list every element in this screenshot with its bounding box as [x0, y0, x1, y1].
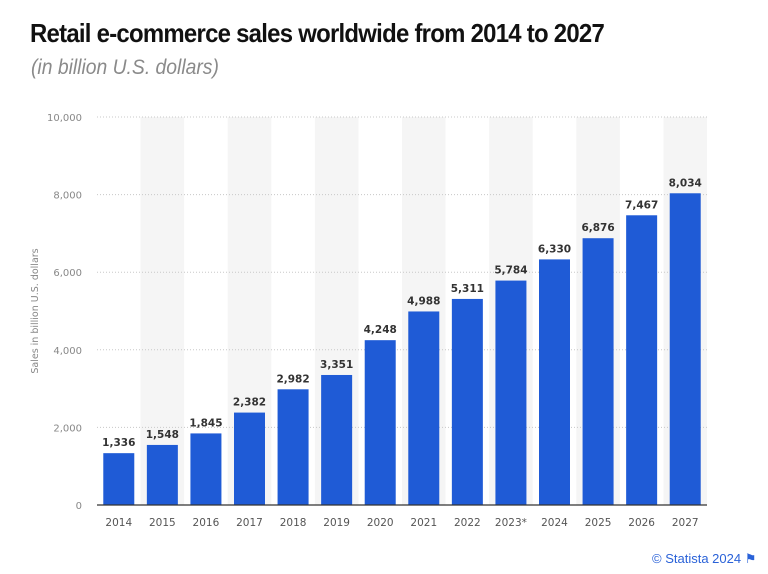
data-label: 4,988 — [407, 295, 440, 307]
y-tick-label: 6,000 — [53, 268, 82, 279]
chart-title: Retail e-commerce sales worldwide from 2… — [30, 18, 605, 48]
data-label: 6,876 — [581, 222, 614, 234]
bar — [234, 412, 265, 505]
flag-icon[interactable]: ⚑ — [744, 551, 757, 566]
bar — [408, 311, 440, 505]
x-tick-label: 2023* — [495, 517, 527, 529]
y-tick-label: 8,000 — [53, 191, 82, 202]
y-tick-label: 4,000 — [53, 346, 82, 357]
bar — [539, 259, 570, 505]
bar — [103, 453, 135, 505]
x-tick-label: 2021 — [410, 517, 437, 529]
chart-subtitle: (in billion U.S. dollars) — [31, 56, 219, 79]
x-tick-label: 2017 — [236, 517, 263, 529]
x-tick-label: 2022 — [454, 517, 481, 529]
bar — [495, 280, 527, 505]
data-label: 5,784 — [494, 265, 527, 277]
data-label: 1,548 — [146, 429, 179, 441]
x-tick-label: 2025 — [585, 517, 612, 529]
data-label: 5,311 — [451, 283, 484, 295]
bar — [669, 193, 701, 505]
data-label: 1,845 — [189, 417, 222, 429]
x-tick-label: 2024 — [541, 517, 568, 529]
x-tick-label: 2014 — [105, 517, 132, 529]
data-label: 2,982 — [276, 373, 309, 385]
bar — [277, 389, 309, 505]
data-label: 8,034 — [669, 177, 702, 189]
data-label: 3,351 — [320, 359, 353, 371]
column-band — [140, 117, 185, 505]
bar — [582, 238, 614, 506]
data-label: 4,248 — [364, 324, 397, 336]
data-label: 2,382 — [233, 397, 266, 409]
bar — [321, 374, 353, 505]
x-tick-label: 2015 — [149, 517, 176, 529]
x-tick-label: 2027 — [672, 517, 699, 529]
bar — [626, 215, 658, 505]
credit-text[interactable]: © Statista 2024 — [652, 551, 742, 566]
x-tick-label: 2019 — [323, 517, 350, 529]
y-tick-label: 0 — [76, 501, 82, 512]
x-tick-label: 2016 — [193, 517, 220, 529]
data-label: 7,467 — [625, 199, 658, 211]
x-tick-label: 2020 — [367, 517, 394, 529]
bar — [146, 444, 178, 505]
x-tick-label: 2018 — [280, 517, 307, 529]
data-label: 1,336 — [102, 437, 135, 449]
y-axis-label: Sales in billion U.S. dollars — [30, 248, 41, 373]
y-tick-label: 2,000 — [53, 423, 82, 434]
bar — [451, 298, 483, 505]
bar — [190, 433, 222, 505]
y-tick-label: 10,000 — [47, 113, 82, 124]
bar — [364, 340, 396, 505]
data-label: 6,330 — [538, 243, 571, 255]
x-tick-label: 2026 — [628, 517, 655, 529]
statista-credit[interactable]: © Statista 2024 ⚑ — [652, 551, 756, 567]
